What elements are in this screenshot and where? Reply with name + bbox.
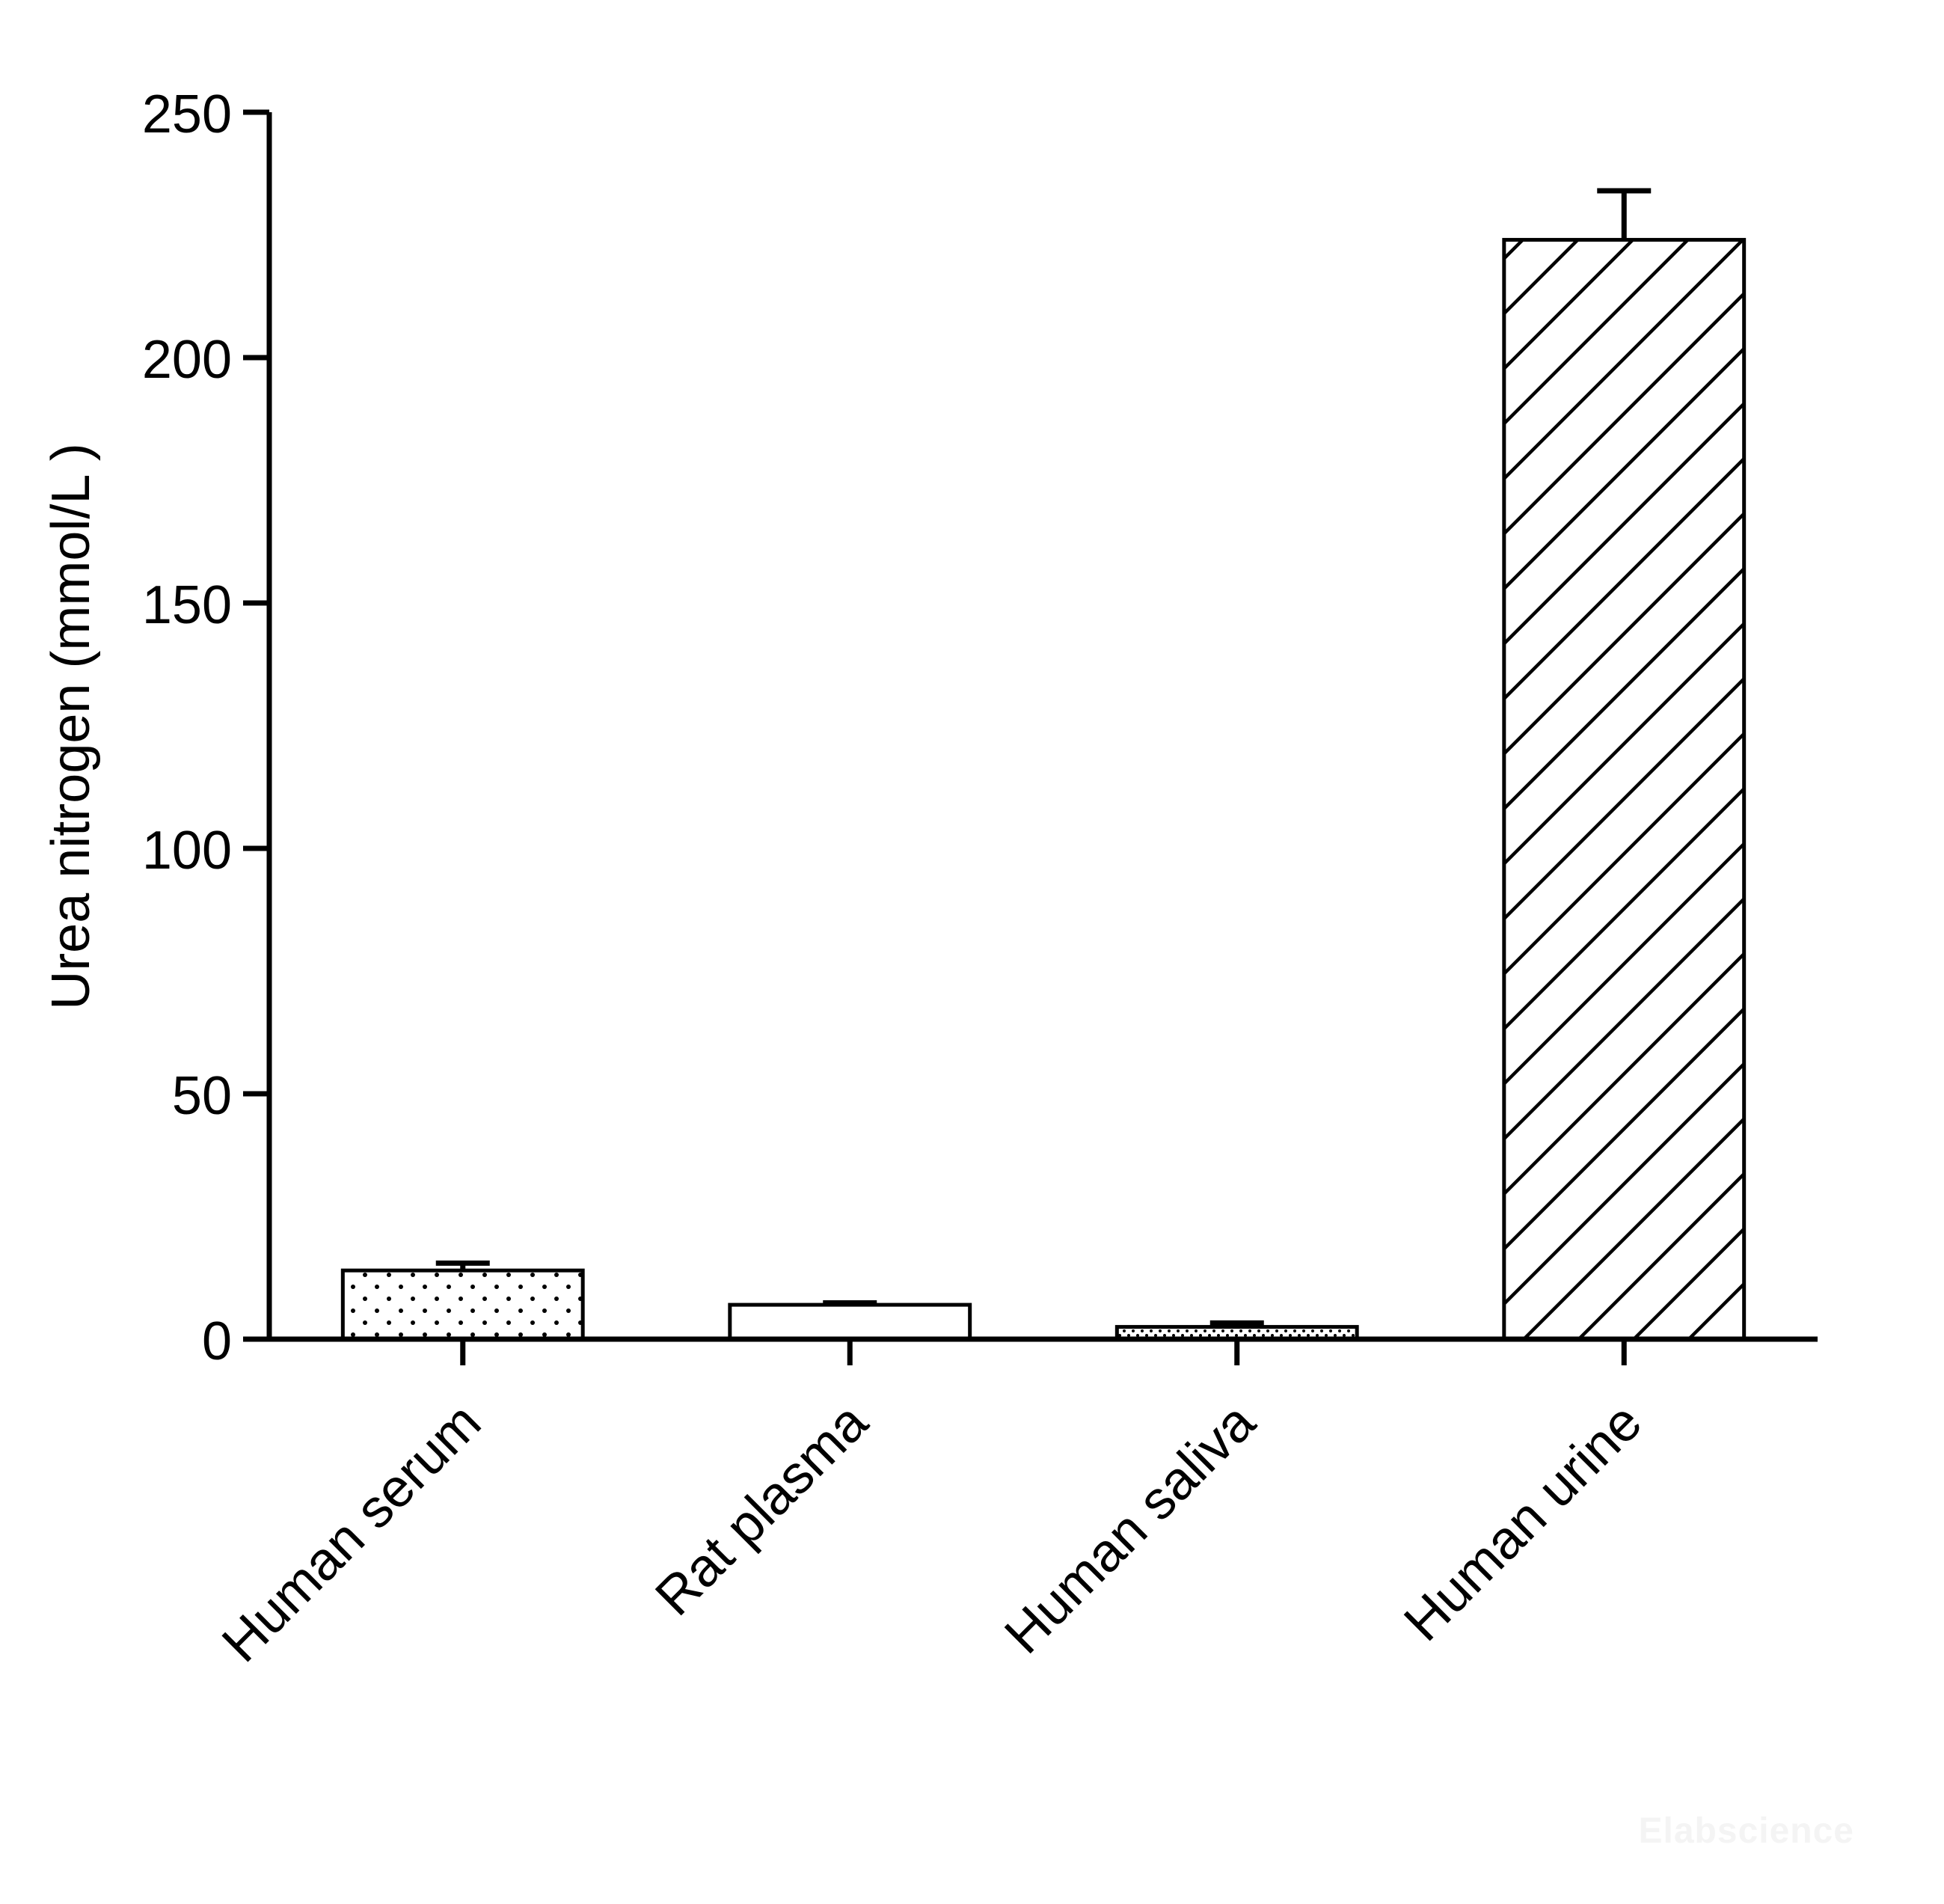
bar — [1504, 240, 1744, 1339]
bar — [730, 1305, 970, 1339]
chart-container: Urea nitrogen (mmol/L ) 0 50 100 150 200… — [0, 0, 1944, 1904]
watermark: Elabscience — [1639, 1810, 1855, 1852]
y-axis-label: Urea nitrogen (mmol/L ) — [40, 427, 102, 1026]
y-tick-label: 200 — [97, 329, 232, 391]
bars-group — [343, 240, 1744, 1339]
y-tick-label: 100 — [97, 820, 232, 881]
y-tick-label: 250 — [97, 84, 232, 145]
y-tick-label: 50 — [127, 1065, 232, 1127]
error-bars-group — [436, 191, 1652, 1327]
bar — [343, 1270, 583, 1339]
y-tick-label: 0 — [127, 1311, 232, 1372]
y-tick-label: 150 — [97, 575, 232, 636]
